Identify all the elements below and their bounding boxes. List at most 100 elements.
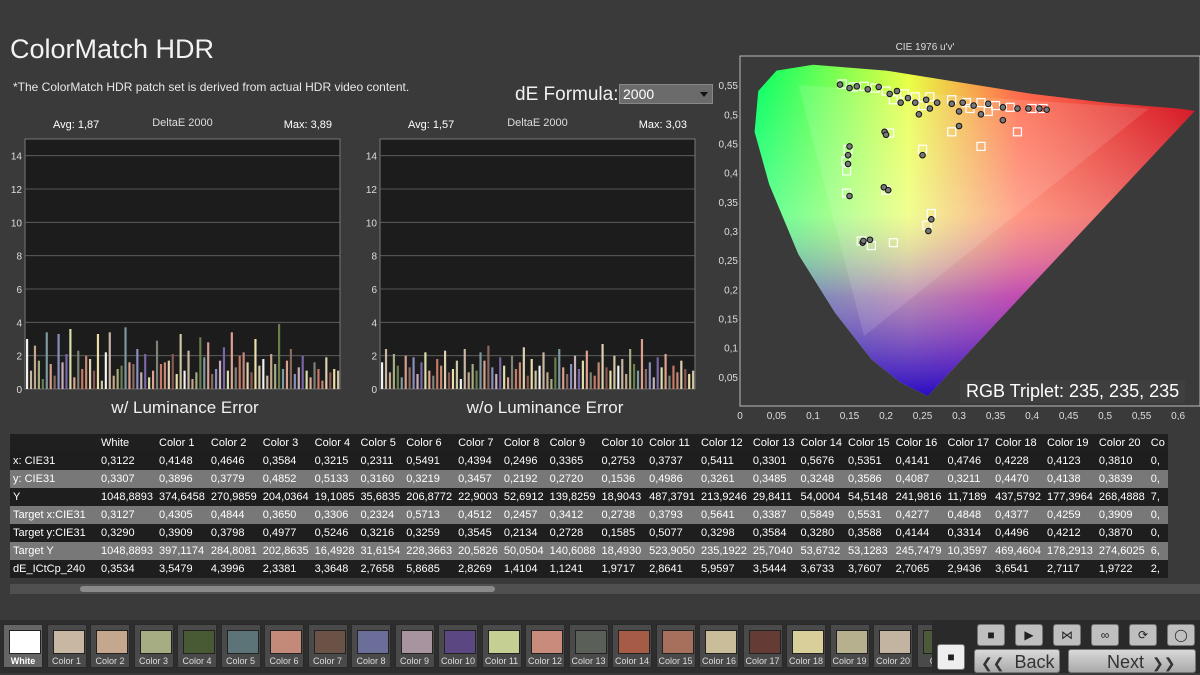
- patch-button[interactable]: Color 15: [655, 624, 696, 668]
- chart-bar: [215, 369, 218, 389]
- patch-button[interactable]: Color 8: [351, 624, 391, 668]
- chart-bar: [644, 369, 647, 389]
- table-cell: 1,1241: [546, 560, 599, 578]
- stop-icon[interactable]: ■: [977, 624, 1005, 646]
- table-cell: 0,3909: [156, 524, 208, 542]
- patch-button[interactable]: Color 2: [90, 624, 130, 668]
- cie-x-tick: 0,1: [806, 411, 820, 420]
- chart-bar: [664, 354, 667, 389]
- chart-tick-label: 0: [371, 385, 377, 395]
- chart-bar: [175, 374, 178, 389]
- chart-bar: [668, 375, 671, 389]
- next-button[interactable]: Next ❯❯: [1068, 649, 1196, 673]
- patch-swatch: [183, 630, 215, 654]
- table-horizontal-scrollbar[interactable]: [10, 584, 1200, 594]
- patch-button[interactable]: Color 10: [438, 624, 478, 668]
- cie-measured-point: [955, 108, 963, 115]
- patch-button[interactable]: Color 13: [568, 624, 609, 668]
- table-cell: 0,2720: [546, 470, 599, 488]
- table-column-header: Color 5: [357, 434, 404, 452]
- table-cell: 0,3301: [749, 452, 798, 470]
- cie-x-tick: 0,2: [879, 411, 893, 420]
- table-cell: 0,3387: [749, 506, 798, 524]
- patch-button[interactable]: Color 16: [699, 624, 739, 668]
- patch-label: Color 10: [440, 656, 476, 666]
- patch-button[interactable]: Color 11: [481, 624, 522, 668]
- table-cell: 228,3663: [403, 542, 456, 560]
- scrollbar-thumb[interactable]: [80, 586, 495, 592]
- chart-bar: [49, 364, 52, 389]
- patch-button[interactable]: Color 6: [264, 624, 304, 668]
- loop-icon[interactable]: ∞: [1091, 624, 1119, 646]
- chart-bar: [132, 364, 135, 389]
- patch-button[interactable]: White: [3, 624, 43, 668]
- table-cell: 139,8259: [546, 488, 599, 506]
- cie-measured-point: [875, 83, 883, 91]
- cie-target-marker: [947, 127, 957, 137]
- table-column-header: Color 10: [598, 434, 647, 452]
- patch-button[interactable]: Color 1: [46, 624, 87, 668]
- chart-bar: [503, 365, 506, 389]
- chart-tick-label: 2: [16, 352, 22, 363]
- chart-bar: [89, 359, 92, 389]
- patch-label: Color 5: [225, 656, 255, 666]
- table-cell: 0,2192: [500, 470, 547, 488]
- table-cell: 7,: [1147, 488, 1168, 506]
- table-cell: 0,3259: [403, 524, 456, 542]
- patch-selector-bar: White Color 1 Color 2 Color 3 Color 4 Color 5…: [0, 620, 957, 673]
- measurement-table-grid: White Color 1 Color 2 Color 3 Color 4 Color 5…: [10, 434, 1168, 578]
- hold-icon[interactable]: ⋈: [1053, 624, 1081, 646]
- patch-button[interactable]: Color 17: [742, 624, 783, 668]
- chart-bar: [688, 374, 691, 389]
- cie-y-tick: 0,05: [719, 373, 739, 384]
- table-cell: 0,3779: [207, 470, 260, 488]
- table-cell: 31,6154: [357, 542, 404, 560]
- patch-button[interactable]: Color 18: [786, 624, 826, 668]
- table-cell: 16,4928: [311, 542, 358, 560]
- chart-bar: [297, 367, 300, 389]
- chart-bar: [258, 365, 261, 389]
- chart-bar: [250, 372, 253, 389]
- cie-target-marker: [983, 106, 993, 117]
- chart-bar: [534, 370, 537, 389]
- cie-measured-point: [904, 94, 912, 102]
- back-button[interactable]: ❮❮ Back: [974, 649, 1060, 673]
- stop-measure-button[interactable]: ■: [937, 644, 965, 670]
- cie-measured-point: [846, 192, 853, 200]
- table-cell: 10,3597: [944, 542, 993, 560]
- patch-button[interactable]: Color 4: [177, 624, 217, 668]
- chart-bar: [573, 355, 577, 389]
- table-row: x: CIE31 0,3122 0,4148 0,4646 0,3584 0,3215 0,…: [10, 452, 1168, 470]
- table-cell: 2,8641: [646, 560, 698, 578]
- table-cell: 2,7065: [892, 560, 945, 578]
- playback-controls: ■ ▶ ⋈ ∞ ⟳ ◯ ■ ❮❮ Back Next ❯❯: [932, 620, 1200, 673]
- patch-button[interactable]: Color 20: [873, 624, 913, 668]
- chart-bar: [85, 355, 88, 389]
- patch-button[interactable]: Color 19: [829, 624, 870, 668]
- table-cell: 202,8635: [259, 542, 312, 560]
- table-cell: 0,3650: [259, 506, 312, 524]
- chart-bar: [400, 377, 403, 389]
- table-cell: 0,3307: [98, 470, 156, 488]
- patch-button[interactable]: Color 9: [394, 624, 435, 668]
- refresh-icon[interactable]: ⟳: [1129, 624, 1157, 646]
- patch-button[interactable]: Color 14: [612, 624, 652, 668]
- chart-bar: [73, 377, 76, 389]
- de-formula-select[interactable]: 2000: [619, 84, 713, 104]
- play-icon[interactable]: ▶: [1015, 624, 1043, 646]
- table-cell: 0,4986: [646, 470, 698, 488]
- record-icon[interactable]: ◯: [1167, 624, 1195, 646]
- patch-button[interactable]: Color 5: [220, 624, 261, 668]
- table-cell: 0,4844: [207, 506, 260, 524]
- table-column-header: Color 2: [207, 434, 260, 452]
- patch-button[interactable]: Color 7: [307, 624, 348, 668]
- table-cell: 0,3412: [546, 506, 599, 524]
- table-cell: 0,2134: [500, 524, 547, 542]
- patch-button[interactable]: Color 3: [133, 624, 174, 668]
- chart-bar: [254, 339, 257, 389]
- cie-x-tick: 0,45: [1059, 411, 1079, 420]
- chart-bar: [144, 354, 147, 389]
- patch-button[interactable]: Color 12: [525, 624, 565, 668]
- chart-bar: [77, 350, 80, 389]
- table-cell: 0,3534: [98, 560, 156, 578]
